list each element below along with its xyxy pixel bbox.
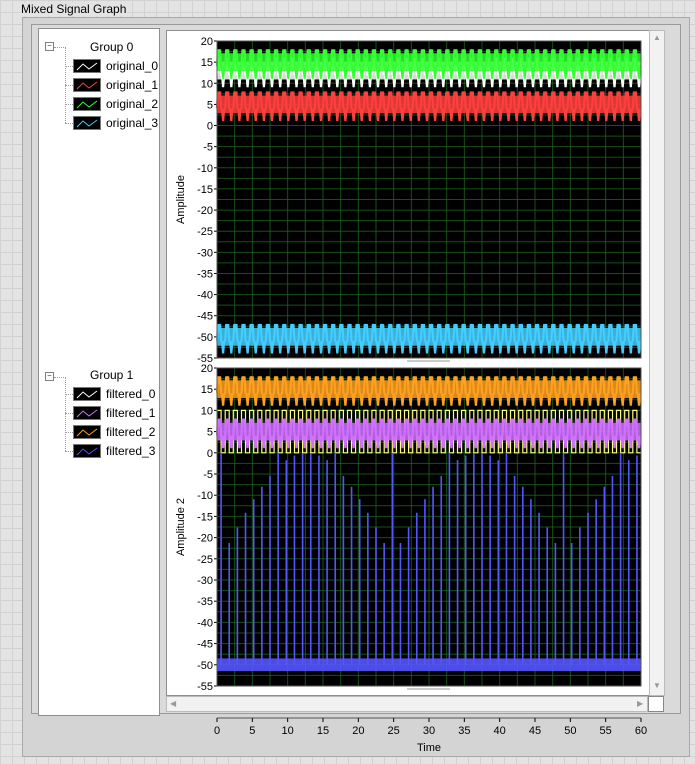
legend-swatch-original-3[interactable] [73,116,101,130]
graph-title: Mixed Signal Graph [20,2,128,16]
legend-item-filtered-0[interactable]: filtered_0 [106,387,156,401]
scroll-left-icon[interactable]: ◀ [170,699,177,708]
x-tick-label: 20 [352,725,364,737]
y-tick-label: -50 [197,660,213,672]
tree-connector [65,85,73,86]
tree-connector [54,377,66,378]
y-tick-label: -55 [197,681,213,693]
plot-legend-tree[interactable]: − Group 0 original_0 original_1 original… [38,28,160,716]
y-tick-label: -10 [197,490,213,502]
series-band-filtered_3 [217,658,641,672]
scroll-up-icon[interactable]: ▲ [653,33,661,42]
plot-border [216,367,642,687]
collapse-group-0-icon[interactable]: − [45,42,54,51]
legend-swatch-original-0[interactable] [73,59,101,73]
y-tick-label: 10 [201,405,213,417]
legend-swatch-original-1[interactable] [73,78,101,92]
y-tick-label: 15 [201,384,213,396]
y-tick-label: -45 [197,311,213,323]
scroll-right-icon[interactable]: ▶ [637,699,644,708]
y-tick-label: -25 [197,226,213,238]
legend-swatch-filtered-1[interactable] [73,406,101,420]
x-tick-label: 15 [317,725,329,737]
tree-connector [65,432,73,433]
legend-group-label: Group 0 [90,40,134,54]
y-tick-label: 5 [207,427,213,439]
legend-item-filtered-1[interactable]: filtered_1 [106,406,156,420]
vertical-scrollbar[interactable]: ▲ ▼ [649,30,665,696]
y-tick-label: -40 [197,617,213,629]
legend-group-label: Group 1 [90,368,134,382]
tree-connector [65,394,73,395]
x-tick-label: 30 [423,725,435,737]
x-tick-label: 25 [388,725,400,737]
y-tick-label: -20 [197,205,213,217]
y-tick-label: -25 [197,554,213,566]
y-tick-label: -50 [197,332,213,344]
x-axis-title: Time [417,742,441,754]
legend-item-filtered-2[interactable]: filtered_2 [106,425,156,439]
tree-connector [65,413,73,414]
legend-swatch-filtered-3[interactable] [73,444,101,458]
legend-item-original-0[interactable]: original_0 [106,59,159,73]
y-tick-label: 5 [207,99,213,111]
y-tick-label: -40 [197,290,213,302]
horizontal-scrollbar[interactable]: ◀ ▶ [166,696,648,712]
tree-connector [65,123,73,124]
y-tick-label: -5 [203,469,213,481]
y-tick-label: -30 [197,247,213,259]
y-tick-label: 10 [201,78,213,90]
x-tick-label: 60 [635,725,647,737]
y-axis-title: Amplitude [175,175,187,224]
y-tick-label: -5 [203,142,213,154]
y-tick-label: -20 [197,533,213,545]
series-band-filtered_2 [217,380,641,399]
y-tick-label: 0 [207,121,213,133]
series-band-original_1 [217,95,641,114]
y-tick-label: 20 [201,36,213,48]
y-axis-title: Amplitude 2 [175,498,187,556]
legend-item-original-3[interactable]: original_3 [106,116,159,130]
scroll-corner [648,696,664,712]
series-band-original_3 [217,327,641,346]
y-tick-label: -55 [197,353,213,365]
legend-item-original-1[interactable]: original_1 [106,78,159,92]
x-tick-label: 50 [564,725,576,737]
tree-connector [65,104,73,105]
y-tick-label: -45 [197,639,213,651]
scroll-down-icon[interactable]: ▼ [653,681,661,690]
y-tick-label: -15 [197,184,213,196]
legend-swatch-filtered-0[interactable] [73,387,101,401]
x-tick-label: 5 [249,725,255,737]
y-tick-label: -10 [197,163,213,175]
x-tick-label: 55 [600,725,612,737]
legend-swatch-original-2[interactable] [73,97,101,111]
y-tick-label: 0 [207,448,213,460]
y-tick-label: -15 [197,511,213,523]
x-tick-label: 0 [214,725,220,737]
y-tick-label: 15 [201,57,213,69]
x-tick-label: 10 [282,725,294,737]
y-tick-label: -35 [197,268,213,280]
x-tick-label: 45 [529,725,541,737]
plot-border [216,40,642,359]
series-band-original_2 [217,53,641,72]
legend-item-original-2[interactable]: original_2 [106,97,159,111]
legend-item-filtered-3[interactable]: filtered_3 [106,444,156,458]
y-tick-label: 20 [201,363,213,375]
tree-connector [65,66,73,67]
tree-connector [65,377,66,451]
y-tick-label: -35 [197,596,213,608]
x-tick-label: 35 [458,725,470,737]
tree-connector [54,47,66,48]
collapse-group-1-icon[interactable]: − [45,372,54,381]
series-band-filtered_1 [217,422,641,441]
tree-connector [65,451,73,452]
y-tick-label: -30 [197,575,213,587]
x-tick-label: 40 [494,725,506,737]
legend-swatch-filtered-2[interactable] [73,425,101,439]
